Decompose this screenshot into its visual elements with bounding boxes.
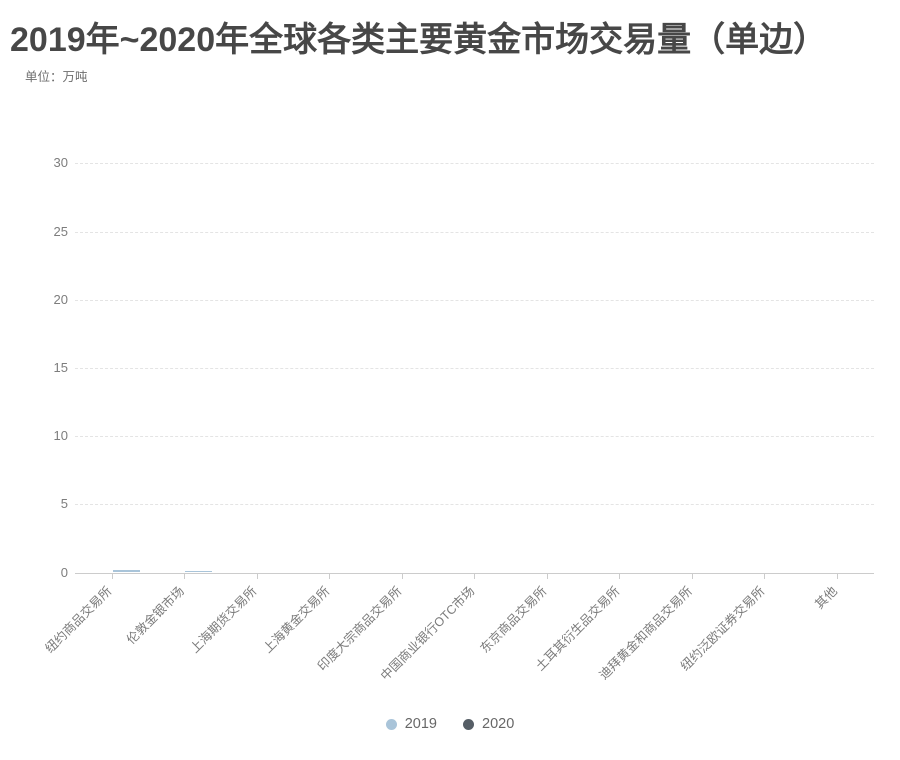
legend-item-2019[interactable]: 2019	[385, 716, 437, 732]
x-axis-tick	[764, 573, 766, 579]
x-axis-tick	[184, 573, 186, 579]
x-axis-label: 纽约商品交易所	[42, 584, 115, 656]
y-axis-tick-label: 30	[53, 155, 68, 171]
x-axis-tick	[474, 573, 476, 579]
legend-swatch-icon	[385, 718, 397, 730]
x-axis-tick	[256, 573, 258, 579]
gridline	[75, 163, 874, 165]
gridline	[75, 231, 874, 233]
gridline	[75, 367, 874, 369]
legend-item-2020[interactable]: 2020	[463, 716, 514, 732]
y-axis-tick-label: 5	[60, 496, 68, 512]
x-axis-label: 伦敦金银市场	[124, 584, 188, 647]
gridline	[75, 436, 874, 438]
x-axis-tick	[111, 573, 113, 579]
x-axis-tick	[691, 573, 693, 579]
gridline	[75, 299, 874, 301]
legend-swatch-icon	[463, 718, 474, 730]
chart-legend: 2019 2020	[0, 716, 900, 732]
gridline	[75, 504, 874, 506]
bar-2019[interactable]	[185, 570, 213, 573]
unit-label: 单位：万吨	[25, 70, 88, 84]
y-axis-tick-label: 10	[53, 428, 68, 444]
x-axis-label: 上海黄金交易所	[260, 584, 333, 656]
x-axis-tick	[546, 573, 548, 579]
x-axis-line	[75, 572, 874, 574]
y-axis-tick-label: 0	[60, 564, 68, 580]
y-axis-tick-label: 20	[53, 291, 68, 307]
x-axis-tick	[401, 573, 403, 579]
x-axis-tick	[836, 573, 838, 579]
x-axis-label: 其他	[812, 584, 840, 612]
x-axis-tick	[619, 573, 621, 579]
x-axis-label: 东京商品交易所	[477, 584, 550, 656]
bar-2019[interactable]	[112, 570, 140, 573]
legend-label: 2019	[404, 716, 437, 732]
legend-label: 2020	[482, 716, 515, 732]
x-axis-label: 上海期货交易所	[187, 584, 260, 656]
y-axis-tick-label: 15	[53, 359, 68, 375]
page-title: 2019年~2020年全球各类主要黄金市场交易量（单边）	[10, 21, 828, 59]
y-axis-tick-label: 25	[53, 223, 68, 239]
x-axis-tick	[329, 573, 331, 579]
